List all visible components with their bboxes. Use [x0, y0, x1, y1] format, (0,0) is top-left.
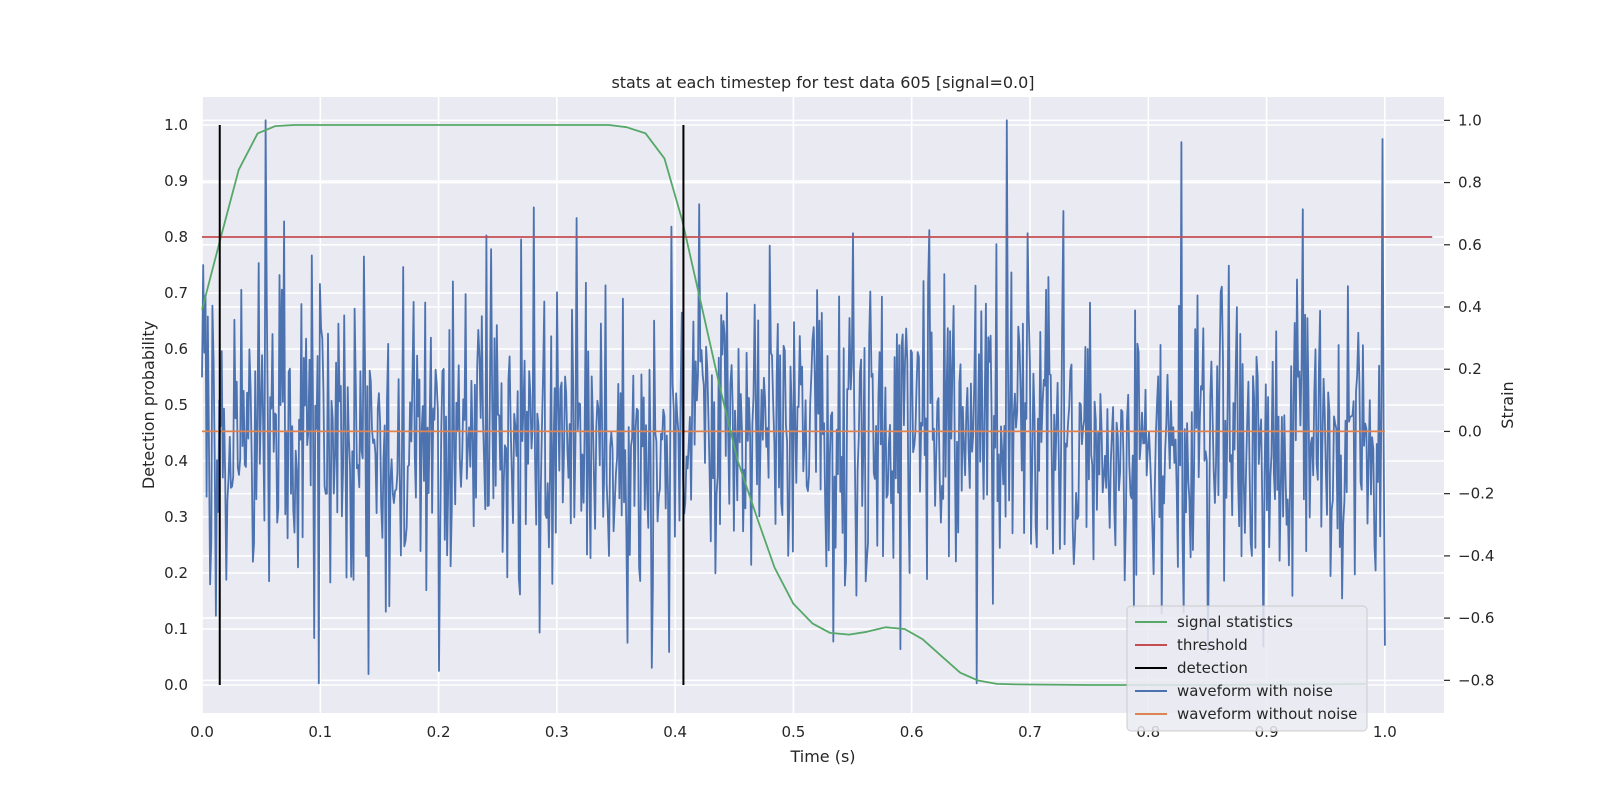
- x-tick-label: 0.6: [900, 723, 924, 741]
- y2-tick-label: −0.8: [1458, 671, 1494, 689]
- y-axis-label: Detection probability: [139, 321, 158, 489]
- x-tick-label: 0.3: [545, 723, 569, 741]
- y2-tick-label: 0.2: [1458, 360, 1482, 378]
- x-tick-label: 0.5: [781, 723, 805, 741]
- x-tick-label: 0.2: [427, 723, 451, 741]
- series-layer: [201, 119, 1433, 686]
- y-tick-label: 0.3: [164, 508, 188, 526]
- legend: signal statistics threshold detection wavef…: [1126, 605, 1368, 732]
- y-tick-label: 0.9: [164, 172, 188, 190]
- y-tick-label: 0.7: [164, 284, 188, 302]
- y-tick-label: 0.4: [164, 452, 188, 470]
- y-tick-label: 0.2: [164, 564, 188, 582]
- y2-axis-label: Strain: [1498, 381, 1517, 428]
- x-axis-label: Time (s): [789, 747, 855, 766]
- y2-tick-label: 0.8: [1458, 174, 1482, 192]
- x-tick-label: 0.1: [308, 723, 332, 741]
- series-signal-statistics: [201, 124, 1366, 686]
- y2-tick-label: −0.2: [1458, 485, 1494, 503]
- x-tick-label: 0.4: [663, 723, 687, 741]
- y2-tick-label: −0.6: [1458, 609, 1494, 627]
- y2-tick-label: 0.6: [1458, 236, 1482, 254]
- x-tick-label: 0.0: [190, 723, 214, 741]
- legend-label: waveform without noise: [1177, 705, 1357, 723]
- y-tick-label: 0.5: [164, 396, 188, 414]
- y-tick-label: 1.0: [164, 116, 188, 134]
- y2-tick-label: 1.0: [1458, 111, 1482, 129]
- y2-tick-label: −0.4: [1458, 547, 1494, 565]
- legend-label: threshold: [1177, 636, 1248, 654]
- legend-label: waveform with noise: [1177, 682, 1333, 700]
- y-tick-label: 0.8: [164, 228, 188, 246]
- legend-label: detection: [1177, 659, 1248, 677]
- x-tick-label: 1.0: [1373, 723, 1397, 741]
- y2-tick-label: 0.4: [1458, 298, 1482, 316]
- y-tick-label: 0.1: [164, 620, 188, 638]
- chart-title: stats at each timestep for test data 605…: [611, 73, 1034, 92]
- x-tick-label: 0.7: [1018, 723, 1042, 741]
- series-waveform-with-noise: [201, 119, 1386, 685]
- y-tick-label: 0.0: [164, 676, 188, 694]
- legend-label: signal statistics: [1177, 613, 1293, 631]
- legend-box: [1126, 605, 1368, 732]
- y2-tick-label: 0.0: [1458, 422, 1482, 440]
- y-tick-label: 0.6: [164, 340, 188, 358]
- axes-layer: 0.0 0.1 0.2 0.3 0.4 0.5 0.6 0.7 0.8 0.9 1.0 0.0 0.1 0…: [164, 111, 1494, 741]
